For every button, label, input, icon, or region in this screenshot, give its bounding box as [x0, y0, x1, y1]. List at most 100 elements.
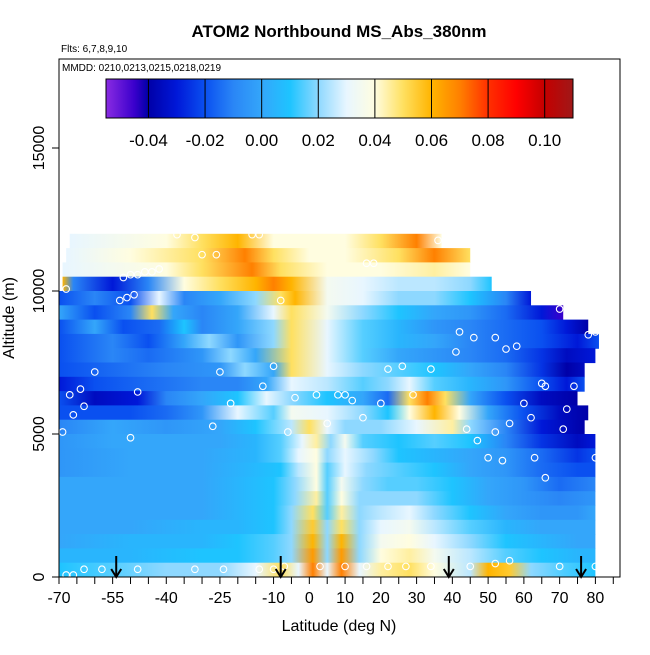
x-tick-label: 20 [372, 590, 390, 607]
sample-point [570, 299, 578, 308]
heatmap-band [59, 291, 532, 306]
sample-point [502, 345, 510, 353]
sample-point [216, 368, 224, 376]
sample-point [427, 365, 435, 373]
y-tick-label: 5000 [31, 416, 48, 452]
colorbar-tick-label: 0.08 [472, 131, 505, 150]
heatmap-band [59, 419, 585, 435]
sample-point [484, 453, 492, 462]
heatmap-band [59, 319, 589, 335]
sample-point [62, 285, 71, 293]
sample-point [198, 250, 206, 259]
x-tick-label: 10 [336, 590, 354, 607]
sample-point [498, 456, 507, 465]
sample-point [409, 390, 417, 399]
sample-point [491, 428, 500, 436]
x-tick-label: 0 [305, 590, 314, 607]
sample-point [555, 305, 564, 313]
sample-point [541, 382, 550, 391]
sample-point [341, 390, 349, 399]
heatmap-band [59, 362, 585, 378]
sample-point [473, 436, 482, 445]
sample-point [512, 342, 521, 351]
y-axis-label: Altitude (m) [1, 277, 18, 359]
sample-point [369, 259, 378, 268]
sample-point [341, 562, 349, 571]
sample-point [362, 562, 371, 571]
sample-point [69, 571, 78, 577]
sample-point [80, 402, 88, 411]
y-tick-label: 10000 [31, 269, 48, 314]
x-tick-label: -55 [101, 590, 124, 607]
sample-point [455, 328, 464, 336]
sample-point [126, 270, 135, 279]
heatmap-band [59, 534, 596, 549]
sample-point [398, 362, 407, 371]
x-tick-label: 70 [551, 590, 569, 607]
sample-point [444, 233, 453, 242]
sample-point [527, 413, 535, 422]
sample-point [530, 453, 539, 462]
sample-point [555, 562, 564, 571]
sample-point [173, 230, 181, 239]
heatmap-band [62, 276, 492, 292]
heatmap-band [59, 491, 596, 507]
sample-point [248, 230, 256, 239]
sample-point [284, 428, 292, 436]
heatmap-band [59, 405, 589, 421]
sample-point [291, 393, 299, 402]
sample-point [334, 390, 342, 399]
sample-point [491, 333, 500, 342]
sample-point [133, 270, 142, 279]
sample-point [269, 362, 278, 371]
heatmap-band [59, 519, 596, 535]
y-tick-label: 15000 [31, 126, 48, 171]
sample-points [59, 230, 600, 577]
sample-point [312, 390, 321, 399]
sample-point [155, 265, 163, 273]
heatmap-band [59, 391, 578, 406]
sample-point [348, 396, 357, 405]
sample-point [570, 382, 578, 391]
sample-point [76, 385, 85, 393]
sample-point [255, 230, 264, 239]
sample-point [362, 259, 371, 268]
sample-point [191, 233, 199, 242]
heatmap-band [62, 262, 471, 278]
heatmap-band [59, 348, 596, 364]
sample-point [462, 239, 471, 248]
sample-point [591, 328, 600, 336]
sample-point [452, 348, 460, 356]
sample-point [316, 562, 324, 571]
sample-point [119, 273, 128, 282]
sample-point [69, 410, 78, 419]
heatmap-band [59, 462, 596, 478]
x-tick-label: 60 [515, 590, 533, 607]
x-tick-label: 30 [408, 590, 426, 607]
sample-point [434, 236, 442, 245]
flights-label: Flts: 6,7,8,9,10 [61, 44, 128, 55]
sample-point [80, 565, 88, 574]
sample-point [191, 565, 199, 574]
sample-point [541, 473, 550, 482]
sample-point [226, 399, 235, 408]
heatmap-band [59, 434, 596, 449]
sample-point [148, 267, 156, 276]
sample-point [276, 296, 285, 305]
sample-point [591, 453, 600, 462]
sample-point [462, 425, 471, 433]
colorbar: -0.04 -0.02 0.00 0.02 0.04 0.06 0.08 0.10 [105, 78, 574, 150]
x-tick-label: -25 [208, 590, 231, 607]
dates-label: MMDD: 0210,0213,0215,0218,0219 [62, 63, 221, 74]
x-axis-label: Latitude (deg N) [282, 618, 397, 635]
sample-point [212, 250, 221, 259]
sample-point [130, 290, 138, 299]
heatmap-band [59, 562, 596, 577]
colorbar-tick-label: 0.06 [415, 131, 448, 150]
y-axis: 0 5000 10000 15000 [31, 126, 59, 581]
heatmap-band [66, 248, 471, 263]
sample-point [126, 433, 135, 442]
heatmap-band [59, 305, 564, 321]
heatmap-band [59, 476, 596, 492]
heatmap-band [69, 233, 442, 249]
